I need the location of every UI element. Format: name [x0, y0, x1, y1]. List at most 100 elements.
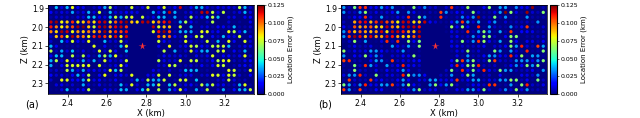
Point — [202, 65, 212, 67]
Point — [218, 89, 228, 91]
Point — [223, 31, 234, 33]
Point — [409, 69, 419, 71]
Point — [213, 79, 223, 81]
Point — [67, 21, 77, 23]
Point — [490, 31, 500, 33]
Point — [371, 79, 381, 81]
Point — [154, 60, 164, 62]
Point — [191, 45, 202, 47]
Point — [511, 31, 522, 33]
Point — [403, 89, 413, 91]
Point — [218, 74, 228, 76]
Point — [175, 84, 186, 86]
Point — [196, 65, 207, 67]
Point — [175, 40, 186, 42]
Point — [229, 65, 239, 67]
Point — [532, 69, 543, 71]
Point — [484, 40, 495, 42]
Point — [105, 45, 115, 47]
Point — [116, 45, 126, 47]
Point — [78, 55, 88, 57]
Point — [164, 11, 175, 13]
Point — [240, 21, 250, 23]
Point — [245, 55, 255, 57]
Point — [484, 69, 495, 71]
Point — [111, 50, 121, 52]
Point — [441, 26, 451, 28]
Point — [207, 21, 218, 23]
Point — [127, 11, 137, 13]
Point — [371, 65, 381, 67]
Point — [392, 7, 403, 8]
Point — [202, 55, 212, 57]
Point — [474, 40, 484, 42]
Point — [398, 16, 408, 18]
Point — [186, 21, 196, 23]
Point — [84, 16, 94, 18]
Point — [500, 45, 511, 47]
Point — [164, 79, 175, 81]
Point — [403, 69, 413, 71]
Point — [500, 74, 511, 76]
Point — [51, 21, 61, 23]
Point — [490, 79, 500, 81]
Point — [371, 11, 381, 13]
Point — [186, 40, 196, 42]
Point — [538, 50, 548, 52]
Point — [148, 89, 159, 91]
Point — [468, 26, 478, 28]
Point — [46, 45, 56, 47]
Point — [495, 60, 505, 62]
Point — [132, 79, 142, 81]
Point — [100, 31, 110, 33]
Point — [365, 74, 376, 76]
Point — [240, 50, 250, 52]
Point — [94, 21, 104, 23]
Point — [170, 69, 180, 71]
Point — [506, 45, 516, 47]
Point — [84, 11, 94, 13]
Point — [121, 50, 131, 52]
Point — [202, 36, 212, 38]
Point — [452, 60, 462, 62]
Point — [196, 40, 207, 42]
Point — [500, 7, 511, 8]
Point — [479, 31, 489, 33]
Point — [516, 69, 527, 71]
Point — [382, 89, 392, 91]
Y-axis label: Z (km): Z (km) — [22, 36, 31, 63]
Point — [51, 36, 61, 38]
Point — [511, 50, 522, 52]
Point — [67, 50, 77, 52]
Point — [495, 40, 505, 42]
Point — [73, 26, 83, 28]
Point — [84, 89, 94, 91]
Point — [159, 36, 169, 38]
Point — [527, 7, 538, 8]
Point — [116, 26, 126, 28]
Point — [441, 74, 451, 76]
Point — [213, 16, 223, 18]
Point — [349, 69, 360, 71]
Point — [100, 89, 110, 91]
Point — [207, 7, 218, 8]
Point — [430, 11, 440, 13]
Point — [100, 79, 110, 81]
Point — [441, 7, 451, 8]
Point — [164, 31, 175, 33]
Point — [94, 16, 104, 18]
Point — [506, 26, 516, 28]
Point — [392, 65, 403, 67]
Point — [468, 55, 478, 57]
Point — [234, 26, 244, 28]
Point — [186, 7, 196, 8]
Point — [175, 55, 186, 57]
Point — [240, 79, 250, 81]
Point — [376, 40, 387, 42]
Point — [452, 50, 462, 52]
Point — [202, 50, 212, 52]
Point — [532, 50, 543, 52]
Point — [490, 84, 500, 86]
Point — [441, 89, 451, 91]
Point — [409, 74, 419, 76]
